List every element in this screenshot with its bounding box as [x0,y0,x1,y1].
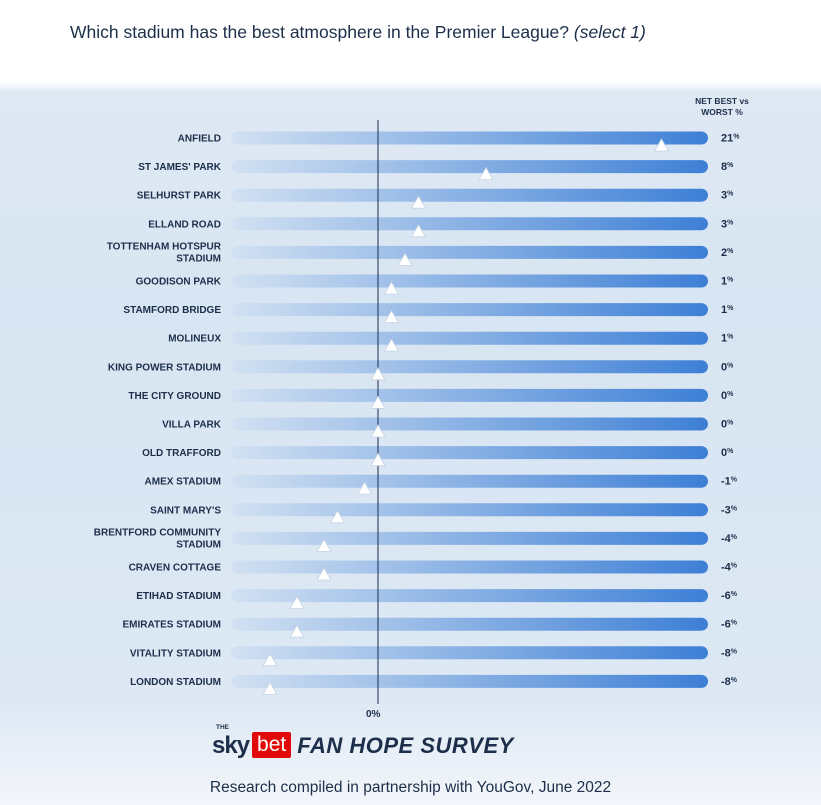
value-label-7: 1% [721,333,734,345]
category-label-3: ELLAND ROAD [148,219,221,230]
category-label-4: TOTTENHAM HOTSPUR STADIUM [107,241,222,264]
bar-3 [231,217,708,231]
category-label-14: BRENTFORD COMMUNITY STADIUM [94,527,222,550]
brand-survey-title: FAN HOPE SURVEY [297,733,514,758]
category-label-0: ANFIELD [178,134,221,145]
marker-0 [653,138,670,152]
value-column-header-line-2: WORST % [701,107,743,117]
marker-2 [410,195,427,209]
category-label-15: CRAVEN COTTAGE [129,563,222,574]
question-suffix: (select 1) [573,22,646,42]
value-label-1: 8% [721,161,734,173]
category-label-10: VILLA PARK [162,420,222,431]
bar-18 [231,646,708,660]
value-label-6: 1% [721,304,734,316]
marker-17 [289,624,305,638]
bar-10 [231,417,708,431]
chart-markers [262,138,670,695]
category-label-9: THE CITY GROUND [128,391,221,402]
value-label-2: 3% [721,190,734,202]
value-label-16: -6% [721,590,738,602]
value-label-11: 0% [721,447,734,459]
marker-5 [383,281,400,295]
category-label-7: MOLINEUX [168,334,221,345]
bar-14 [231,531,708,545]
category-label-12: AMEX STADIUM [145,477,221,488]
bar-0 [231,131,708,145]
marker-19 [262,681,278,695]
category-label-17: EMIRATES STADIUM [122,620,221,631]
value-label-10: 0% [721,419,734,431]
bar-15 [231,560,708,574]
category-label-11: OLD TRAFFORD [142,448,221,459]
category-label-6: STAMFORD BRIDGE [123,305,221,316]
marker-11 [370,452,386,467]
bar-1 [231,160,708,174]
chart-rows: ANFIELD 21% ST JAMES' PARK 8% SELHURST PARK 3… [94,131,740,688]
marker-16 [289,595,305,609]
sky-bet-logo: sky bet FAN HOPE SURVEY [212,732,514,766]
bar-13 [231,503,708,517]
marker-3 [410,224,427,238]
category-label-13: SAINT MARY'S [150,505,221,516]
footer-credit: Research compiled in partnership with Yo… [209,779,612,796]
category-label-16: ETIHAD STADIUM [136,591,221,602]
zero-axis-label: 0% [366,709,381,720]
marker-12 [356,481,373,495]
bar-6 [231,303,708,317]
bar-4 [231,245,708,259]
category-label-5: GOODISON PARK [136,277,222,288]
marker-10 [370,424,386,438]
bar-9 [231,388,708,402]
value-label-9: 0% [721,390,734,402]
value-label-19: -8% [721,676,738,688]
value-label-17: -6% [721,619,738,631]
value-label-5: 1% [721,276,734,288]
category-label-8: KING POWER STADIUM [108,362,221,373]
bar-8 [231,360,708,374]
value-label-8: 0% [721,361,734,373]
category-label-1: ST JAMES' PARK [138,162,222,173]
bar-5 [231,274,708,288]
marker-14 [316,538,332,552]
marker-7 [383,338,400,352]
marker-9 [370,395,386,409]
bar-12 [231,474,708,488]
value-label-14: -4% [721,533,738,545]
brand-the: THE [216,724,229,731]
value-column-header-line-1: NET BEST vs [695,96,749,106]
value-label-13: -3% [721,504,738,516]
value-label-15: -4% [721,562,738,574]
bar-2 [231,188,708,202]
brand-bet: bet [252,732,292,758]
bar-19 [231,674,708,688]
brand-sky: sky [212,732,250,759]
marker-15 [316,567,332,581]
marker-6 [383,309,400,324]
value-label-18: -8% [721,647,738,659]
bar-11 [231,446,708,460]
value-column-header: NET BEST vs WORST % [690,96,754,118]
bar-7 [231,331,708,345]
question-title: Which stadium has the best atmosphere in… [70,22,646,43]
marker-8 [370,367,386,381]
marker-4 [397,252,413,266]
bar-16 [231,589,708,603]
question-text: Which stadium has the best atmosphere in… [70,22,570,42]
value-label-0: 21% [721,133,740,145]
value-label-4: 2% [721,247,734,259]
value-label-12: -1% [721,476,738,488]
category-label-18: VITALITY STADIUM [130,648,221,659]
value-label-3: 3% [721,218,734,230]
marker-18 [262,653,278,667]
category-label-2: SELHURST PARK [137,191,222,202]
marker-1 [478,166,494,181]
marker-13 [329,510,346,524]
category-label-19: LONDON STADIUM [130,677,221,688]
bar-17 [231,617,708,631]
